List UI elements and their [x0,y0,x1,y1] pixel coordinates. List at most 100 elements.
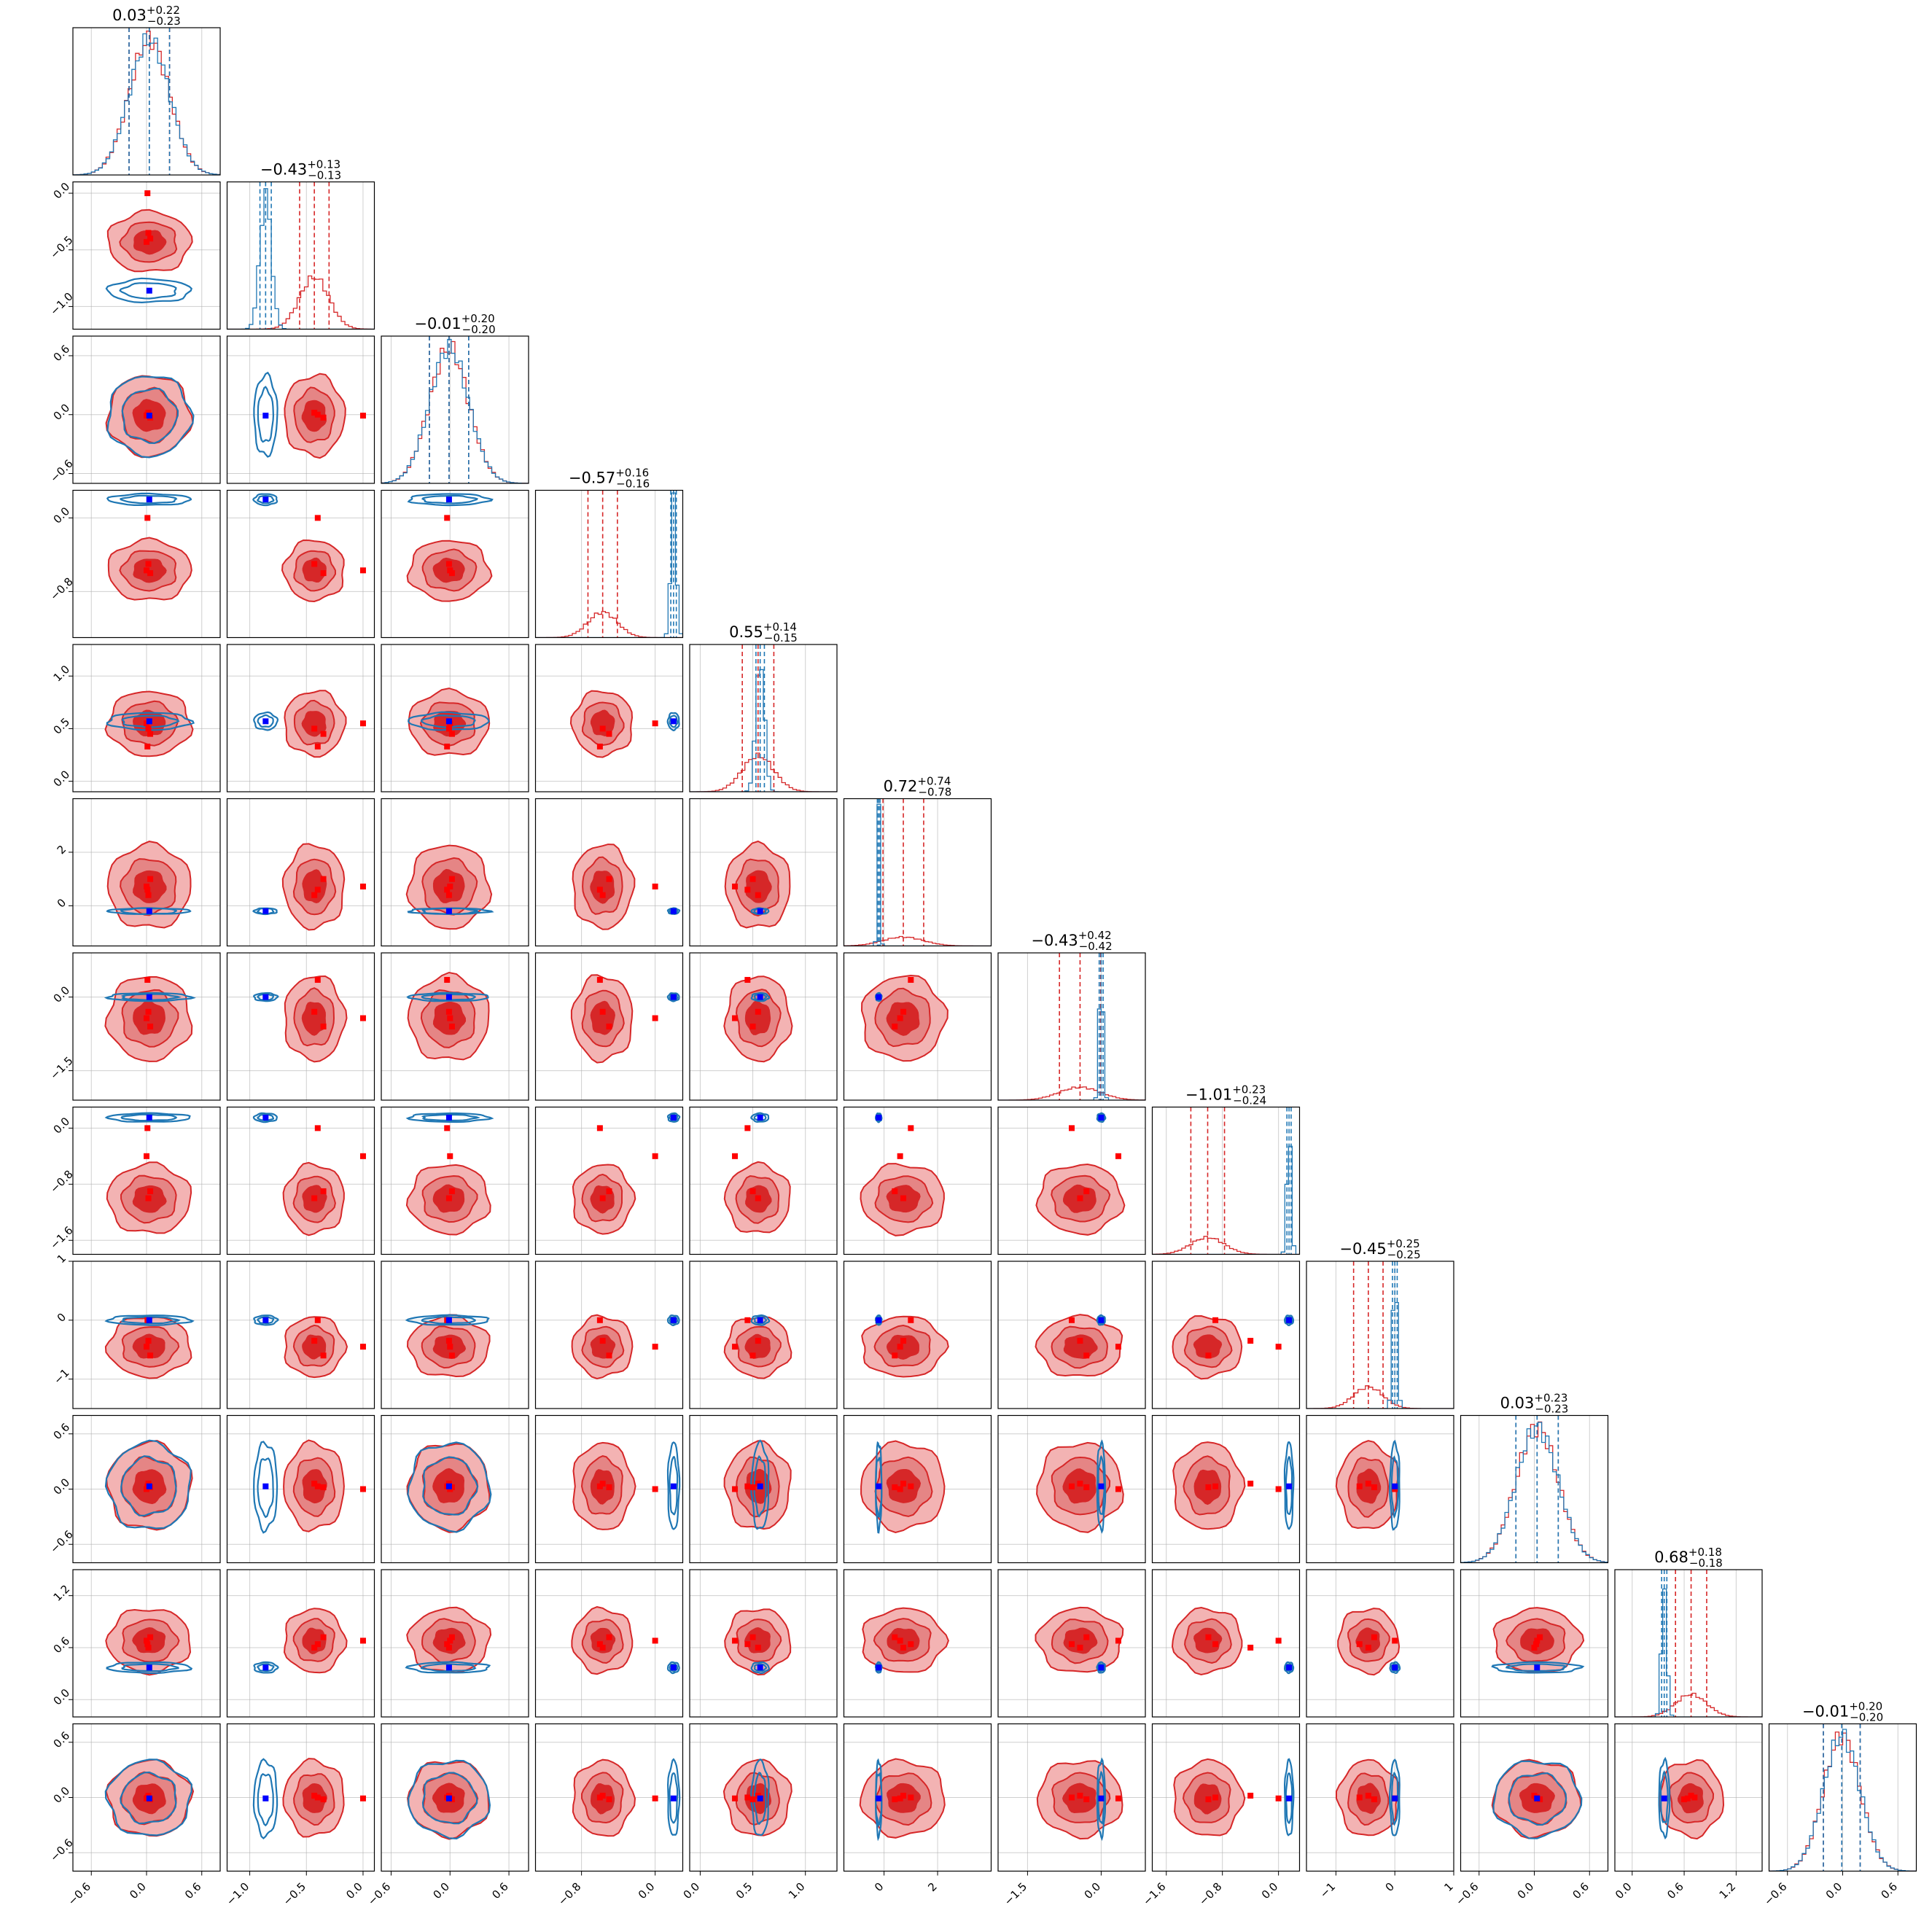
panel-frame [1151,1723,1301,1872]
blue-marker [146,908,152,914]
panel-frame [843,798,992,947]
blue-contour [750,1661,771,1675]
red-marker [892,1024,898,1029]
contour-panel: −1.5 0.0 [47,952,221,1101]
red-marker [897,1015,903,1021]
red-marker [900,1195,907,1201]
blue-contour [421,714,476,728]
title-upper-error: +0.23 [1534,1392,1567,1405]
red-marker [1691,1794,1698,1801]
blue-marker [757,1317,763,1323]
red-marker [145,1338,152,1344]
blue-marker [262,1795,269,1801]
red-marker [1356,1641,1363,1648]
panel-frame [689,798,838,947]
red-marker [606,1188,612,1194]
red-marker [744,1794,751,1801]
blue-contour [1097,1663,1105,1672]
blue-contour [104,1758,192,1836]
red-marker [897,1795,903,1801]
blue-contour [1491,1661,1585,1674]
blue-marker [1392,1664,1398,1671]
red-marker [445,1008,452,1015]
blue-contour [257,1663,275,1672]
red-contour-inner [302,1334,327,1360]
red-marker [314,1794,321,1801]
red-marker [744,1125,751,1131]
panel-frame [534,798,684,947]
y-tick-label: 0.0 [51,1686,73,1708]
red-marker [1365,1480,1371,1487]
blue-histogram [844,803,992,946]
red-contour-inner [302,557,327,583]
blue-marker [876,994,882,1000]
red-marker [314,977,321,983]
red-marker [144,515,151,521]
red-marker [320,1484,327,1490]
blue-contour [750,1112,770,1123]
panel-frame [72,181,221,330]
panel-frame [843,952,992,1101]
x-tick-label: 0.0 [1823,1880,1845,1902]
contour-panel [997,1106,1146,1255]
title-upper-error: +0.23 [1232,1083,1266,1097]
y-tick-label: 2 [55,843,69,857]
title-lower-error: −0.16 [616,478,650,491]
blue-histogram [1460,1422,1608,1563]
red-marker [448,1188,455,1194]
blue-contour [407,1441,492,1533]
red-marker [755,892,761,898]
y-tick-label: 0.6 [51,1729,73,1750]
blue-contour [252,1112,278,1123]
contour-panel [689,798,838,947]
red-marker [1205,1796,1212,1803]
x-tick-label: 1 [1441,1880,1455,1894]
red-marker [1069,1483,1075,1489]
panel-frame [1151,1261,1301,1409]
blue-marker [876,1114,882,1121]
red-contour-inner [302,869,327,903]
contour-panel [534,1261,684,1409]
red-marker [606,876,612,882]
x-tick-label: 0 [1383,1880,1397,1894]
panel-frame [843,1723,992,1872]
blue-marker [1098,1317,1105,1323]
red-marker [144,238,149,245]
red-marker [732,1344,739,1350]
red-marker [320,1024,327,1029]
red-marker [359,883,366,889]
blue-marker [757,1483,763,1489]
blue-marker [876,1664,882,1671]
panel-frame [72,27,221,176]
x-tick-label: −0.6 [1453,1880,1481,1908]
red-marker [744,1317,751,1323]
red-marker [445,725,452,732]
red-marker [1533,1641,1540,1648]
red-marker [147,570,154,577]
title-median: 0.03 [112,7,147,24]
red-marker [1247,1644,1254,1651]
panel-frame [226,335,375,484]
contour-panel [534,798,684,947]
blue-marker [146,1483,152,1489]
blue-marker [146,1795,152,1801]
blue-marker [445,908,452,914]
blue-marker [445,1483,452,1489]
red-marker [1115,1795,1121,1801]
red-marker [1275,1344,1282,1350]
red-marker [744,1641,751,1648]
panel-frame [534,1106,684,1255]
red-marker [1077,1480,1083,1487]
y-tick-label: −1.6 [47,1223,75,1251]
blue-contour [257,1457,274,1519]
blue-marker [1661,1795,1667,1801]
contour-panel: −1.0 −0.5 0.0 [224,1723,375,1908]
blue-contour [120,494,178,505]
panel-title: 0.68+0.18 −0.18 [1654,1546,1723,1570]
red-marker [448,570,455,577]
diagonal-panel: −0.43+0.13 −0.13 [226,158,375,330]
red-marker [1083,1352,1090,1359]
red-marker [444,977,451,983]
blue-contour [753,1316,768,1325]
red-marker [1115,1153,1121,1159]
